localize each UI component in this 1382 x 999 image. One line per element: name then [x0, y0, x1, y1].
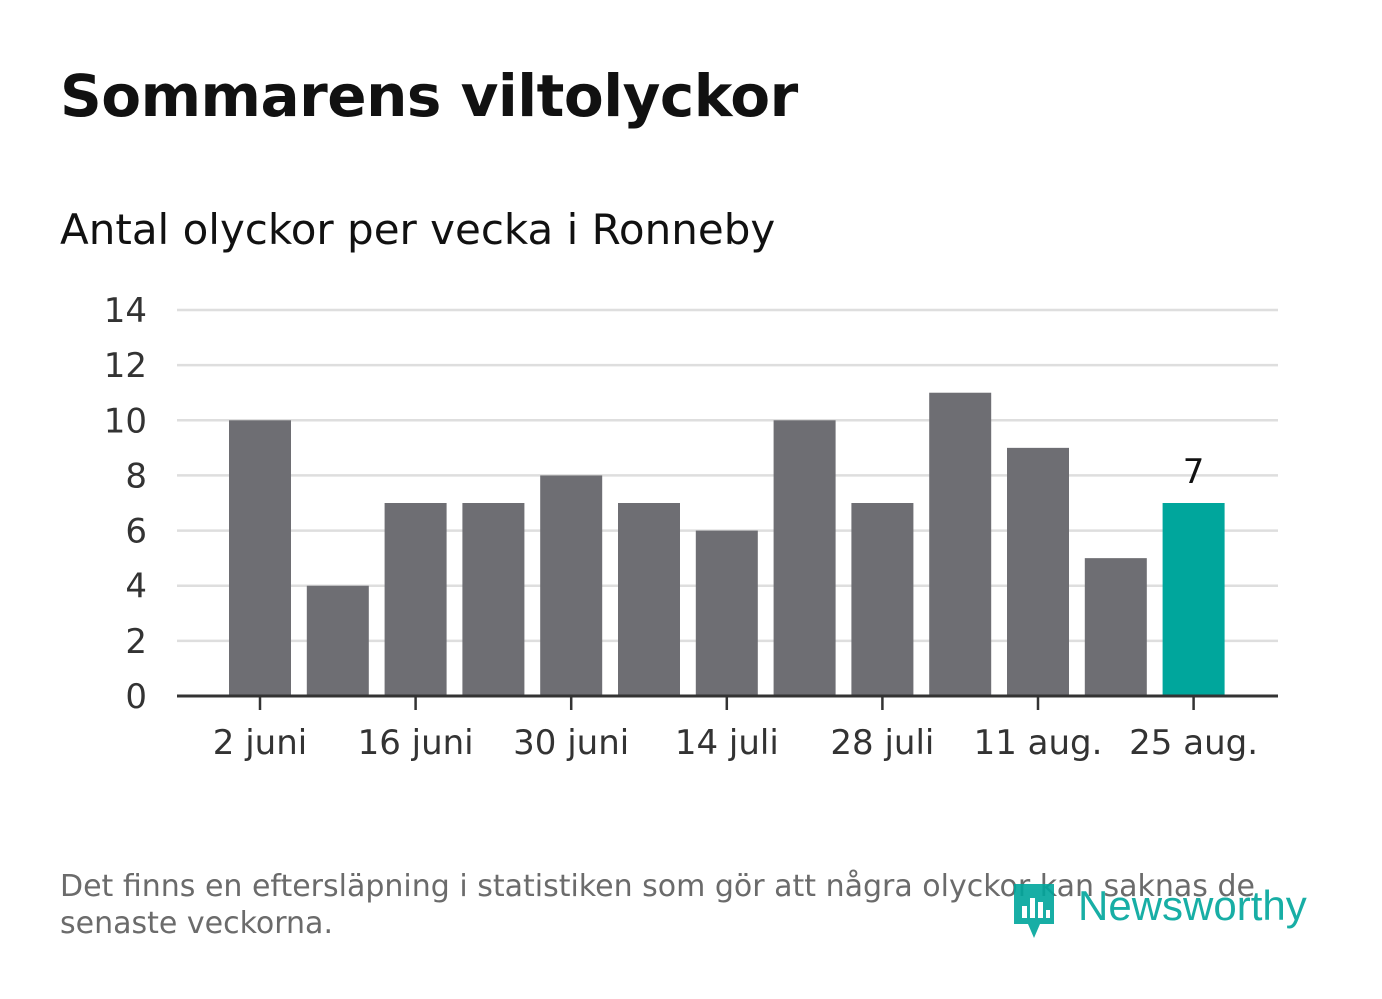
bar-7-juli — [618, 503, 680, 696]
y-tick-label: 4 — [125, 567, 147, 607]
y-tick-label: 12 — [104, 346, 147, 386]
bar-chart-icon — [1014, 884, 1054, 938]
chart-title: Sommarens viltolyckor — [60, 62, 798, 130]
x-tick-label: 28 juli — [830, 723, 934, 763]
bar-30-juni — [540, 475, 603, 696]
x-axis-labels: 2 juni 16 juni 30 juni 14 juli 28 juli 11 aug… — [213, 723, 1258, 763]
y-tick-label: 8 — [125, 456, 147, 496]
bar-9-juni — [306, 585, 369, 696]
bar-14-juli — [695, 530, 758, 696]
x-tick-label: 30 juni — [513, 723, 629, 763]
newsworthy-logo: Newsworthy — [1014, 882, 1307, 938]
x-axis-ticks — [258, 696, 1195, 710]
y-tick-label: 2 — [125, 622, 147, 662]
logo-text: Newsworthy — [1078, 882, 1307, 929]
x-tick-label: 14 juli — [675, 723, 779, 763]
bar-28-juli — [851, 503, 914, 696]
bar-2-juni — [229, 420, 291, 696]
annotations: 7 — [1183, 452, 1205, 492]
bar-16-juni — [384, 503, 447, 696]
x-tick-label: 16 juni — [358, 723, 474, 763]
bar-25-aug — [1162, 503, 1225, 696]
highlight-value-label: 7 — [1183, 452, 1205, 492]
chart-subtitle: Antal olyckor per vecka i Ronneby — [60, 205, 776, 254]
bar-23-juni — [462, 503, 525, 696]
y-axis-labels: 0 2 4 6 8 10 12 14 — [104, 291, 147, 717]
x-tick-label: 25 aug. — [1129, 723, 1258, 763]
footnote: Det finns en eftersläpning i statistiken… — [60, 869, 1255, 941]
x-tick-label: 2 juni — [213, 723, 307, 763]
x-tick-label: 11 aug. — [974, 723, 1103, 763]
bar-4-aug — [929, 392, 992, 696]
bar-21-juli — [773, 420, 836, 696]
bars — [229, 392, 1225, 696]
y-tick-label: 14 — [104, 291, 147, 331]
y-tick-label: 0 — [125, 677, 147, 717]
bar-18-aug — [1084, 558, 1147, 696]
y-tick-label: 10 — [104, 401, 147, 441]
y-tick-label: 6 — [125, 512, 147, 552]
bar-11-aug — [1007, 447, 1069, 696]
